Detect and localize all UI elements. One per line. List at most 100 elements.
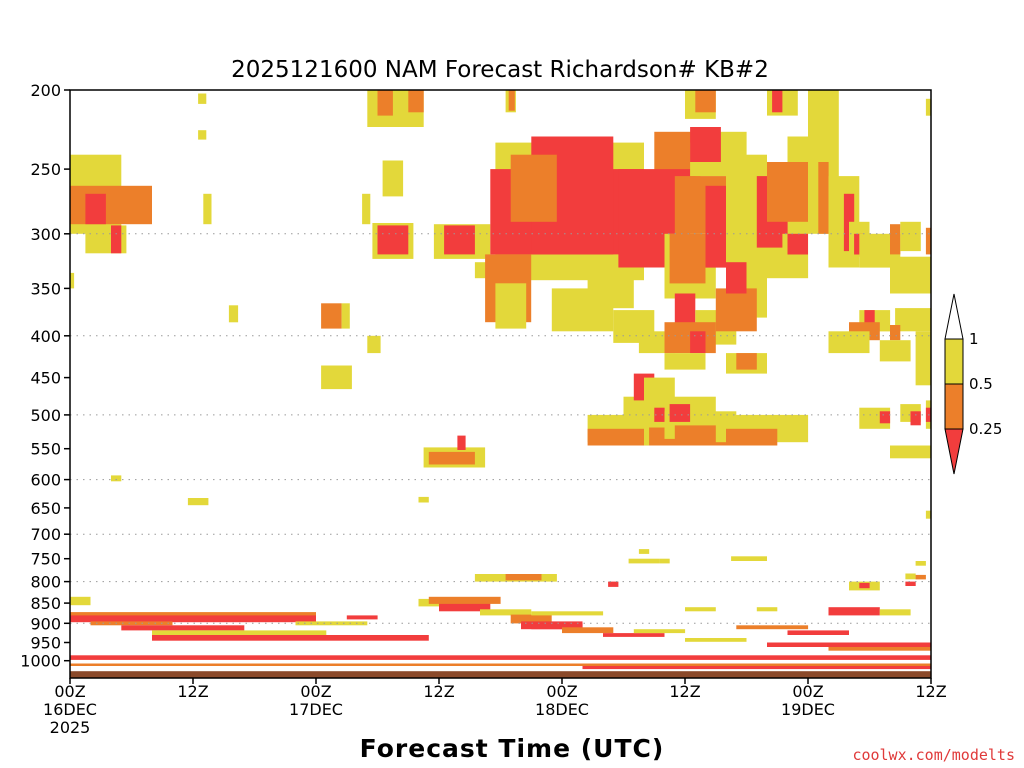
ri-cell-121 (608, 581, 619, 587)
ri-cell-110 (925, 227, 931, 255)
ri-cell-74 (726, 428, 778, 446)
ri-cell-131 (480, 609, 532, 616)
ri-cell-102 (890, 445, 931, 459)
ri-cell-135 (756, 607, 778, 612)
colorbar-segment-0.5-1 (944, 338, 964, 385)
pbl-band-21 (582, 666, 931, 670)
pbl-band-0 (70, 596, 91, 606)
ri-cell-57 (664, 353, 706, 370)
ri-cell-20 (377, 225, 409, 255)
x-tick-label-6-1: 00Z (792, 682, 823, 701)
ri-cell-95 (864, 310, 875, 332)
y-tick-label-650: 650 (30, 499, 61, 518)
ri-cell-56 (690, 331, 706, 354)
colorbar: 1 0.5 0.25 (944, 293, 1002, 475)
pbl-band-14 (736, 625, 809, 630)
ri-cell-90 (890, 256, 931, 294)
ri-cell-118 (731, 556, 767, 561)
ri-cell-43 (644, 377, 675, 401)
pbl-band-13 (633, 629, 686, 634)
pbl-band-4 (121, 625, 245, 631)
ri-cell-1 (70, 185, 152, 225)
x-tick-label-3-1: 12Z (423, 682, 454, 701)
ri-cell-7 (198, 130, 207, 140)
y-tick-label-800: 800 (30, 573, 61, 592)
colorbar-label-1: 1 (969, 330, 979, 348)
pbl-band-20 (70, 663, 931, 666)
pbl-band-3 (90, 621, 173, 626)
ri-cell-72 (736, 353, 757, 370)
ri-cell-109 (925, 98, 931, 116)
x-tick-label-5-1: 12Z (669, 682, 700, 701)
x-tick-label-7-1: 12Z (915, 682, 946, 701)
ri-cell-115 (638, 549, 650, 554)
ri-cell-77 (767, 162, 808, 222)
ri-cell-125 (905, 581, 916, 586)
ground-band (70, 671, 931, 678)
ri-cell-93 (915, 331, 931, 386)
ri-cell-117 (659, 558, 670, 564)
ri-cell-99 (879, 340, 911, 362)
y-tick-label-400: 400 (30, 327, 61, 346)
ri-cell-17 (408, 90, 424, 113)
ri-cell-132 (510, 614, 552, 624)
ri-cell-46 (654, 407, 665, 422)
ri-cell-112 (111, 475, 122, 482)
ri-cell-81 (772, 90, 783, 113)
pbl-band-6 (152, 635, 429, 641)
ri-cell-111 (900, 221, 921, 252)
y-tick-label-600: 600 (30, 471, 61, 490)
colorbar-top-triangle (944, 293, 964, 340)
y-tick-label-550: 550 (30, 440, 61, 459)
ri-cell-113 (187, 498, 209, 506)
ri-cell-101 (879, 411, 891, 424)
y-tick-label-950: 950 (30, 634, 61, 653)
x-tick-label-2-1: 00Z (300, 682, 331, 701)
colorbar-label-0.5: 0.5 (969, 375, 993, 393)
ri-cell-12 (321, 365, 352, 390)
x-tick-label-4-2: 18DEC (535, 700, 589, 719)
pbl-band-16 (685, 638, 747, 642)
ri-cell-14 (367, 335, 381, 354)
ri-cell-88 (854, 233, 865, 255)
pbl-band-1 (70, 612, 316, 618)
x-tick-label-0-3: 2025 (50, 718, 91, 737)
ri-cell-9 (228, 305, 239, 323)
colorbar-label-0.25: 0.25 (969, 420, 1002, 438)
y-tick-label-1000: 1000 (20, 652, 61, 671)
ri-cell-26 (457, 435, 466, 450)
y-tick-label-850: 850 (30, 594, 61, 613)
ri-cell-16 (377, 90, 393, 116)
ri-cell-22 (444, 225, 475, 255)
y-tick-label-900: 900 (30, 614, 61, 633)
ri-cell-114 (418, 496, 429, 503)
pbl-band-9 (531, 611, 604, 616)
y-tick-label-200: 200 (30, 81, 61, 100)
colorbar-bottom-triangle (944, 428, 964, 475)
ri-cell-28 (508, 90, 515, 111)
y-tick-label-750: 750 (30, 550, 61, 569)
ri-cell-8 (203, 193, 212, 225)
ri-cell-97 (828, 331, 870, 354)
ri-cell-91 (895, 308, 931, 332)
colorbar-segment-0.25-0.5 (944, 383, 964, 430)
x-tick-label-2-2: 17DEC (289, 700, 343, 719)
ri-cell-129 (439, 601, 491, 612)
ri-cell-69 (715, 288, 757, 332)
ri-cell-4 (111, 225, 122, 254)
ri-cell-5 (70, 272, 75, 289)
x-tick-label-6-2: 19DEC (781, 700, 835, 719)
ri-cell-92 (890, 224, 901, 255)
ri-cell-124 (905, 573, 916, 580)
data-layer (70, 90, 931, 678)
ri-cell-25 (428, 451, 475, 465)
ri-cell-130 (428, 596, 501, 604)
pbl-band-10 (531, 623, 583, 630)
ri-cell-137 (879, 609, 911, 616)
credit-link[interactable]: coolwx.com/modelts (852, 746, 1015, 764)
pbl-band-15 (787, 630, 849, 635)
pbl-band-11 (562, 627, 614, 634)
ri-cell-41 (587, 428, 650, 446)
pbl-band-19 (70, 655, 931, 660)
